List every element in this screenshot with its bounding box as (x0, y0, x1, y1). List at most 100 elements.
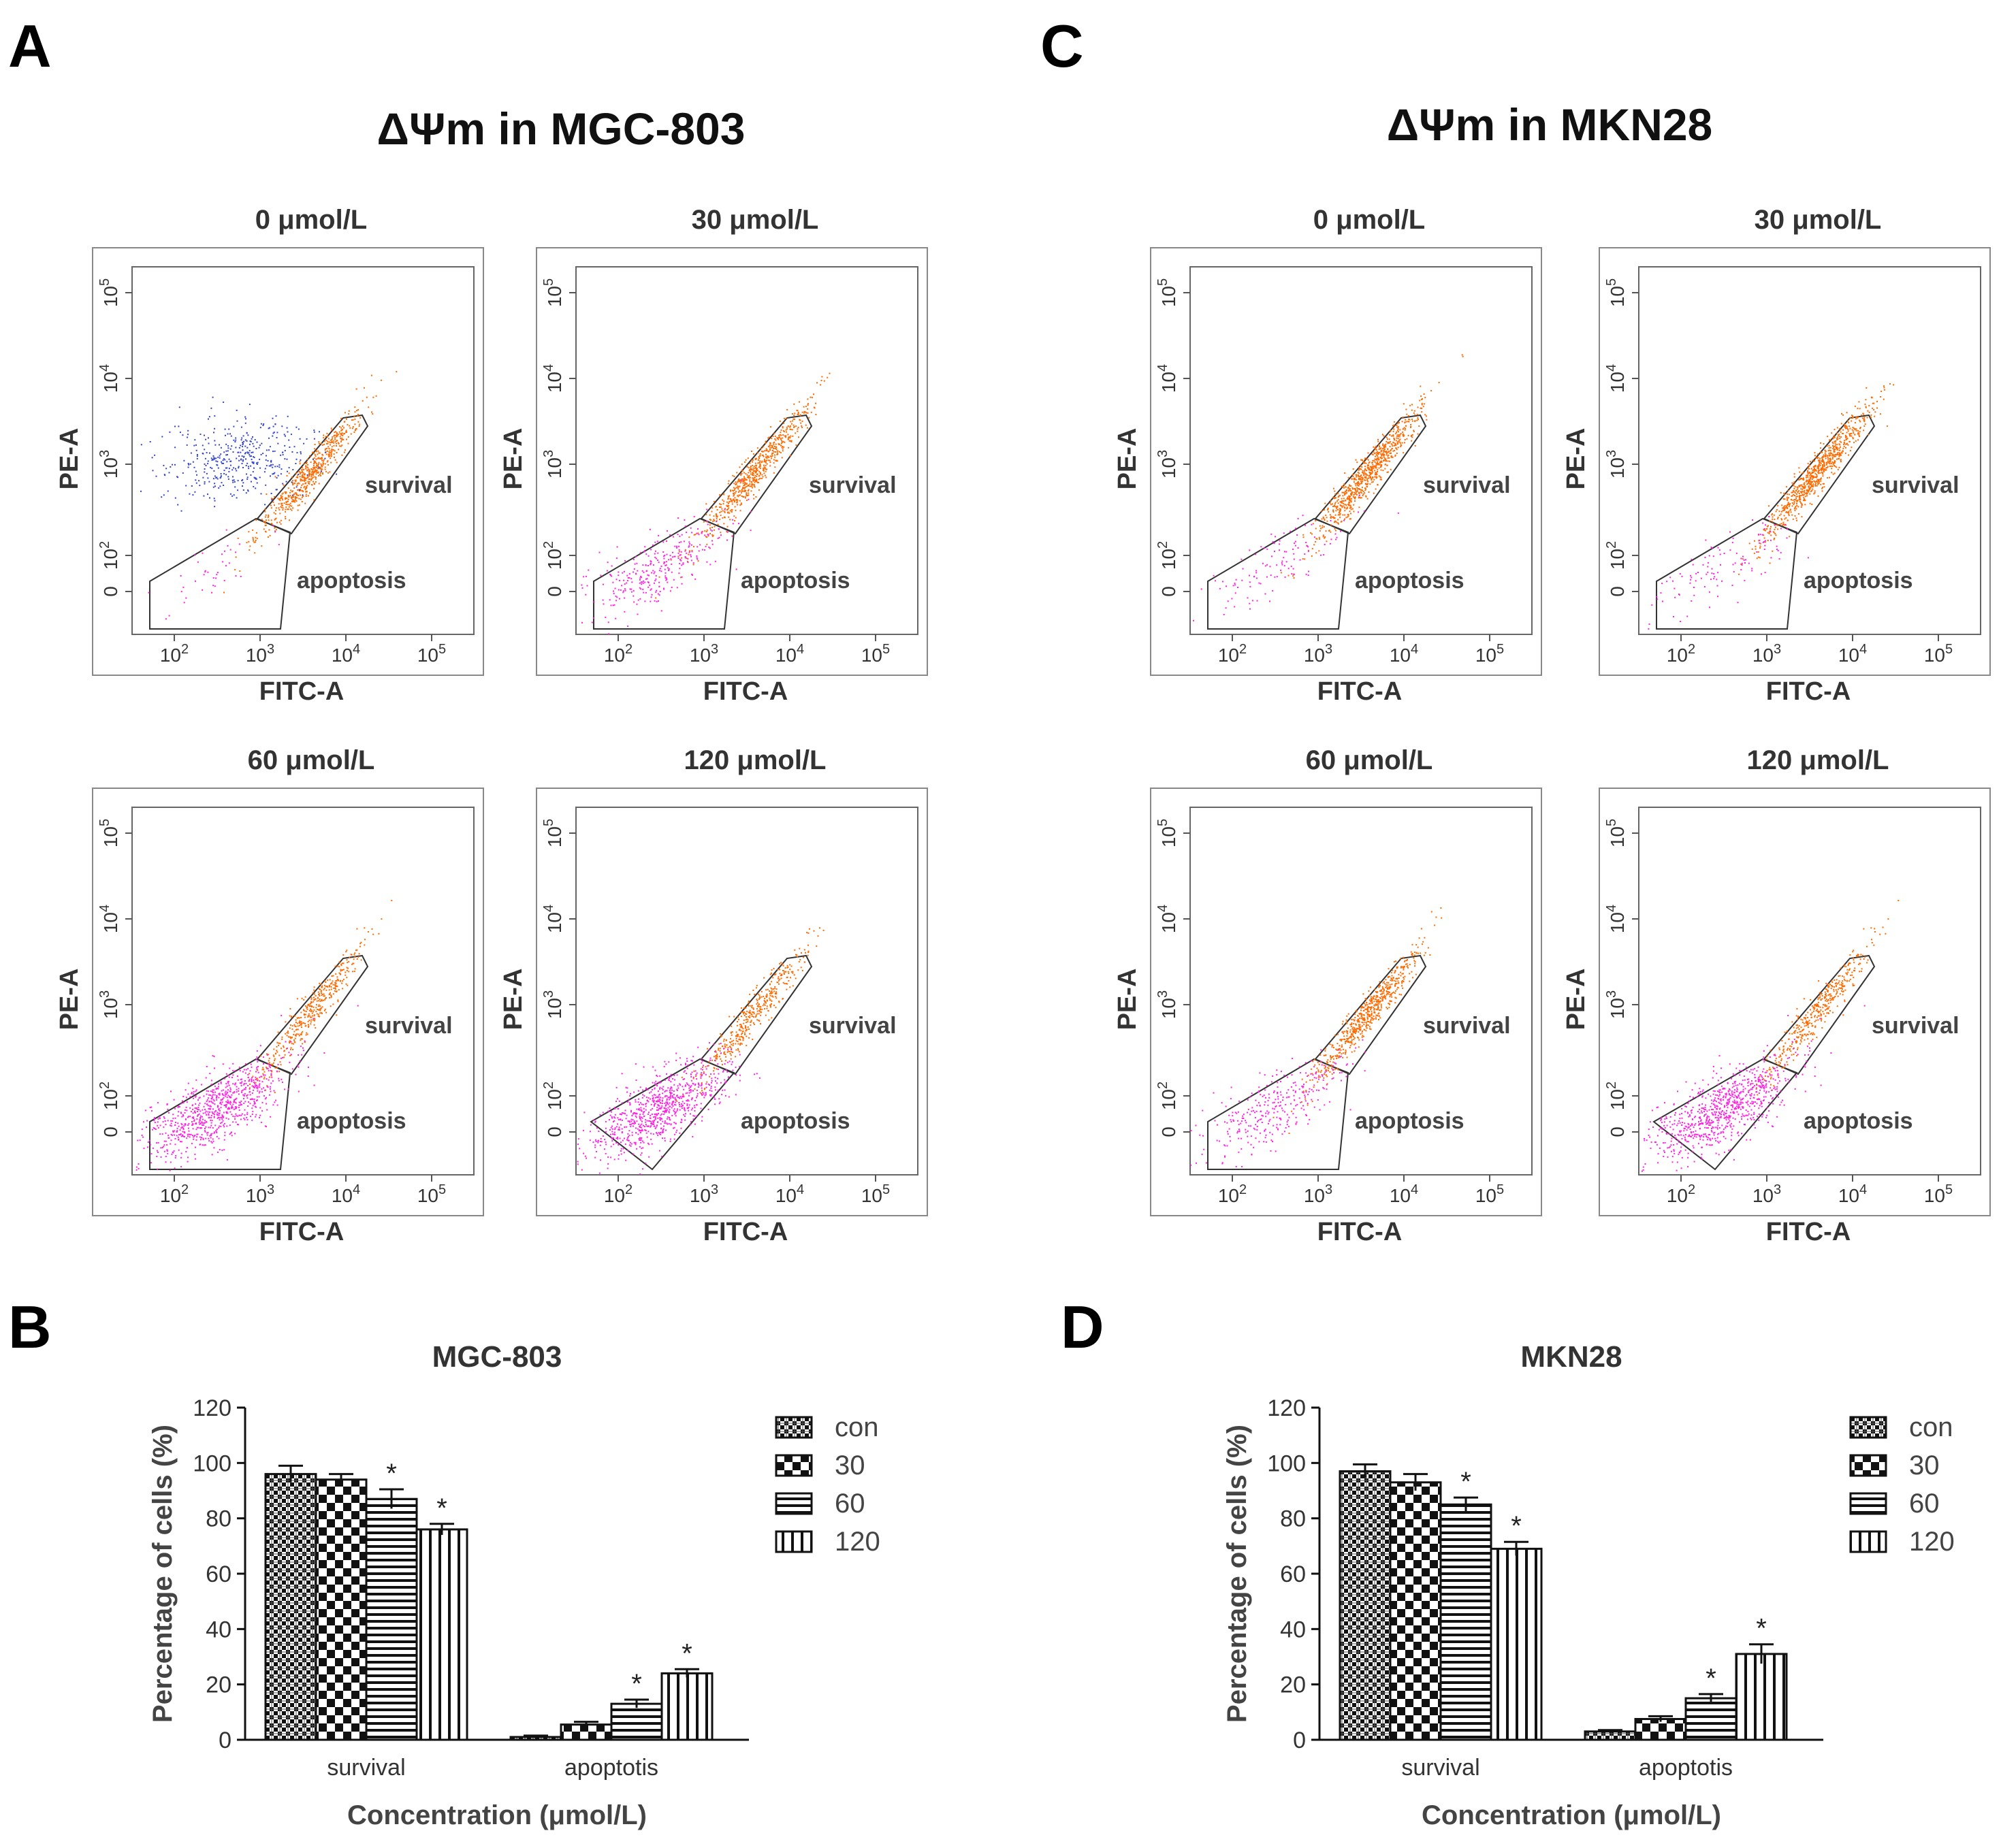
event-dot (311, 484, 313, 486)
event-dot (207, 1111, 209, 1113)
event-dot (196, 454, 198, 455)
event-dot (370, 374, 372, 376)
event-dot (198, 1109, 200, 1111)
event-dot (202, 1139, 204, 1141)
event-dot (342, 425, 344, 427)
event-dot (291, 498, 293, 500)
event-dot (261, 545, 263, 547)
event-dot (613, 1133, 615, 1135)
event-dot (166, 1103, 168, 1105)
event-dot (820, 380, 822, 381)
event-dot (295, 500, 298, 502)
event-dot (241, 1113, 243, 1115)
event-dot (725, 1069, 727, 1071)
survival-label: survival (365, 472, 453, 498)
event-dot (1347, 516, 1349, 518)
event-dot (312, 471, 314, 472)
event-dot (187, 1082, 189, 1084)
event-dot (242, 1089, 244, 1091)
event-dot (318, 988, 320, 990)
event-dot (354, 418, 356, 420)
event-dot (228, 562, 230, 564)
event-dot (217, 1151, 219, 1153)
event-dot (229, 1088, 231, 1090)
event-dot (300, 1024, 302, 1026)
event-dot (336, 436, 338, 438)
y-tick-base: 10 (1158, 372, 1179, 393)
event-dot (721, 508, 723, 510)
event-dot (612, 604, 614, 606)
event-dot (705, 1094, 707, 1096)
event-dot (728, 516, 730, 518)
event-dot (289, 504, 291, 506)
flow-plot-area (131, 266, 475, 635)
event-dot (204, 1131, 206, 1133)
event-dot (249, 443, 251, 445)
event-dot (378, 933, 380, 935)
event-dot (215, 577, 217, 579)
event-dot (645, 570, 647, 572)
event-dot (697, 560, 699, 562)
event-dot (345, 429, 347, 432)
event-dot (660, 1082, 662, 1084)
event-dot (267, 1068, 269, 1070)
event-dot (194, 1107, 196, 1109)
event-dot (317, 471, 319, 473)
event-dot (716, 1068, 718, 1070)
event-dot (313, 461, 315, 464)
event-dot (724, 1063, 726, 1065)
event-dot (751, 481, 752, 483)
event-dot (666, 553, 668, 555)
event-dot (205, 438, 207, 440)
x-tick-exp: 3 (267, 1182, 274, 1197)
event-dot (713, 1073, 715, 1075)
event-dot (607, 1156, 609, 1158)
event-dot (251, 1098, 253, 1100)
event-dot (679, 554, 681, 556)
event-dot (699, 544, 701, 546)
event-dot (669, 1088, 671, 1090)
event-dot (745, 1029, 747, 1031)
event-dot (719, 519, 721, 521)
event-dot (621, 1102, 623, 1104)
event-dot (329, 979, 331, 981)
event-dot (1341, 491, 1343, 493)
event-dot (200, 1122, 202, 1124)
event-dot (244, 422, 246, 424)
event-dot (659, 1117, 661, 1119)
event-dot (248, 452, 250, 454)
event-dot (1364, 492, 1366, 494)
event-dot (624, 1109, 626, 1112)
event-dot (730, 490, 732, 492)
event-dot (706, 520, 708, 522)
event-dot (635, 1099, 637, 1101)
event-dot (706, 536, 708, 538)
event-dot (281, 502, 283, 504)
event-dot (202, 1109, 204, 1111)
event-dot (635, 1132, 637, 1134)
event-dot (246, 1095, 248, 1097)
event-dot (338, 431, 340, 433)
event-dot (786, 976, 788, 978)
event-dot (220, 1107, 222, 1109)
event-dot (706, 561, 708, 563)
event-dot (208, 1108, 210, 1109)
event-dot (711, 534, 714, 536)
event-dot (697, 1095, 699, 1097)
event-dot (612, 1121, 614, 1122)
event-dot (731, 510, 733, 513)
event-dot (807, 404, 809, 406)
event-dot (268, 427, 270, 429)
event-dot (239, 1082, 241, 1084)
event-dot (753, 493, 754, 496)
apoptosis-gate (149, 1058, 291, 1170)
event-dot (735, 1040, 737, 1042)
event-dot (199, 1127, 201, 1129)
event-dot (310, 1005, 313, 1007)
event-dot (748, 492, 750, 494)
event-dot (235, 556, 237, 558)
event-dot (139, 1139, 141, 1141)
event-dot (270, 507, 272, 509)
event-dot (729, 1051, 731, 1052)
